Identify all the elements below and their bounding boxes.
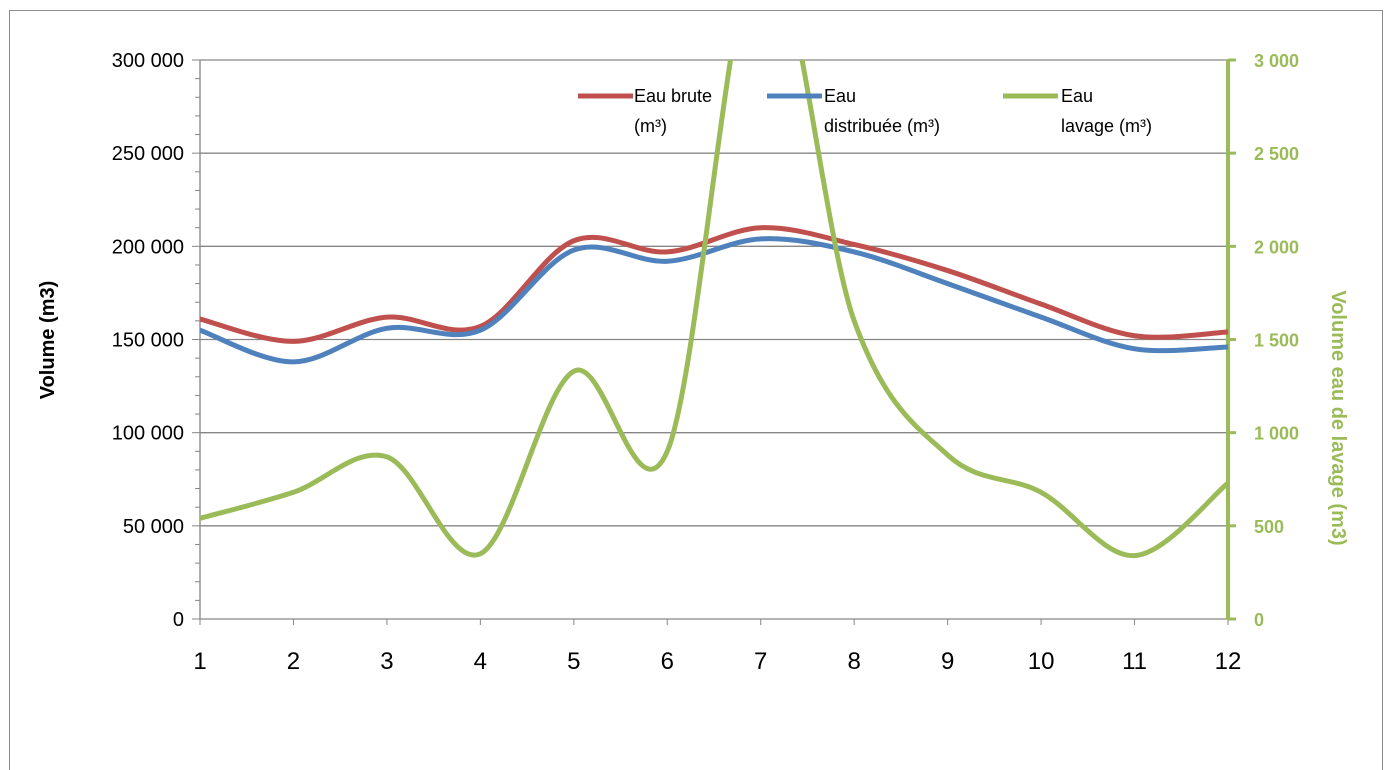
- series-lines: [200, 60, 1228, 559]
- legend-entry: Eau distribuée (m³): [767, 86, 940, 136]
- legend-label: lavage (m³): [1061, 116, 1152, 136]
- chart-frame: [9, 10, 1383, 770]
- legend-label: Eau: [824, 86, 856, 106]
- x-tick-label: 8: [848, 648, 861, 675]
- y-tick-label: 150 000: [112, 330, 184, 352]
- x-tick-label: 6: [661, 648, 674, 675]
- legend-label: Eau brute: [634, 86, 712, 106]
- x-tick-label: 5: [567, 648, 580, 675]
- y-tick-label: 0: [173, 609, 184, 631]
- y-tick-label: 300 000: [112, 50, 184, 72]
- y2-axis-title: Volume eau de lavage (m3): [1327, 290, 1349, 545]
- y2-tick-label: 3 000: [1254, 51, 1299, 71]
- series-eau-distribuee-line: [200, 236, 1228, 365]
- legend: Eau brute (m³) Eau distribuée (m³) Eau lavage…: [578, 86, 1152, 136]
- x-tick-label: 9: [941, 648, 954, 675]
- legend-entry: Eau lavage (m³): [1003, 86, 1152, 136]
- legend-label: (m³): [634, 116, 667, 136]
- axes: [192, 58, 1236, 625]
- y2-tick-label: 2 000: [1254, 237, 1299, 257]
- legend-label: Eau: [1061, 86, 1093, 106]
- x-tick-label: 10: [1028, 648, 1055, 675]
- legend-entry: Eau brute (m³): [578, 86, 712, 136]
- y-axis-title: Volume (m3): [37, 281, 59, 400]
- y-tick-label: 250 000: [112, 143, 184, 165]
- x-tick-label: 11: [1122, 648, 1147, 675]
- x-tick-label: 7: [754, 648, 767, 675]
- y-tick-label: 50 000: [123, 516, 184, 538]
- legend-label: distribuée (m³): [824, 116, 940, 136]
- gridlines: [200, 59, 1228, 527]
- y2-tick-label: 500: [1254, 517, 1284, 537]
- y-tick-label: 100 000: [112, 423, 184, 445]
- x-tick-label: 12: [1215, 648, 1242, 675]
- x-tick-label: 3: [380, 648, 393, 675]
- x-tick-label: 1: [193, 648, 206, 675]
- series-eau-lavage-line: [200, 60, 1228, 559]
- y2-tick-label: 1 000: [1254, 424, 1299, 444]
- x-tick-label: 2: [287, 648, 300, 675]
- y-tick-label: 200 000: [112, 236, 184, 258]
- y2-tick-label: 1 500: [1254, 331, 1299, 351]
- tick-labels: 0 50 000 100 000 150 000 200 000 250 000 300 0…: [112, 50, 1299, 675]
- x-tick-label: 4: [474, 648, 487, 675]
- y2-tick-label: 0: [1254, 610, 1264, 630]
- series-eau-brute-line: [200, 225, 1228, 344]
- y2-tick-label: 2 500: [1254, 144, 1299, 164]
